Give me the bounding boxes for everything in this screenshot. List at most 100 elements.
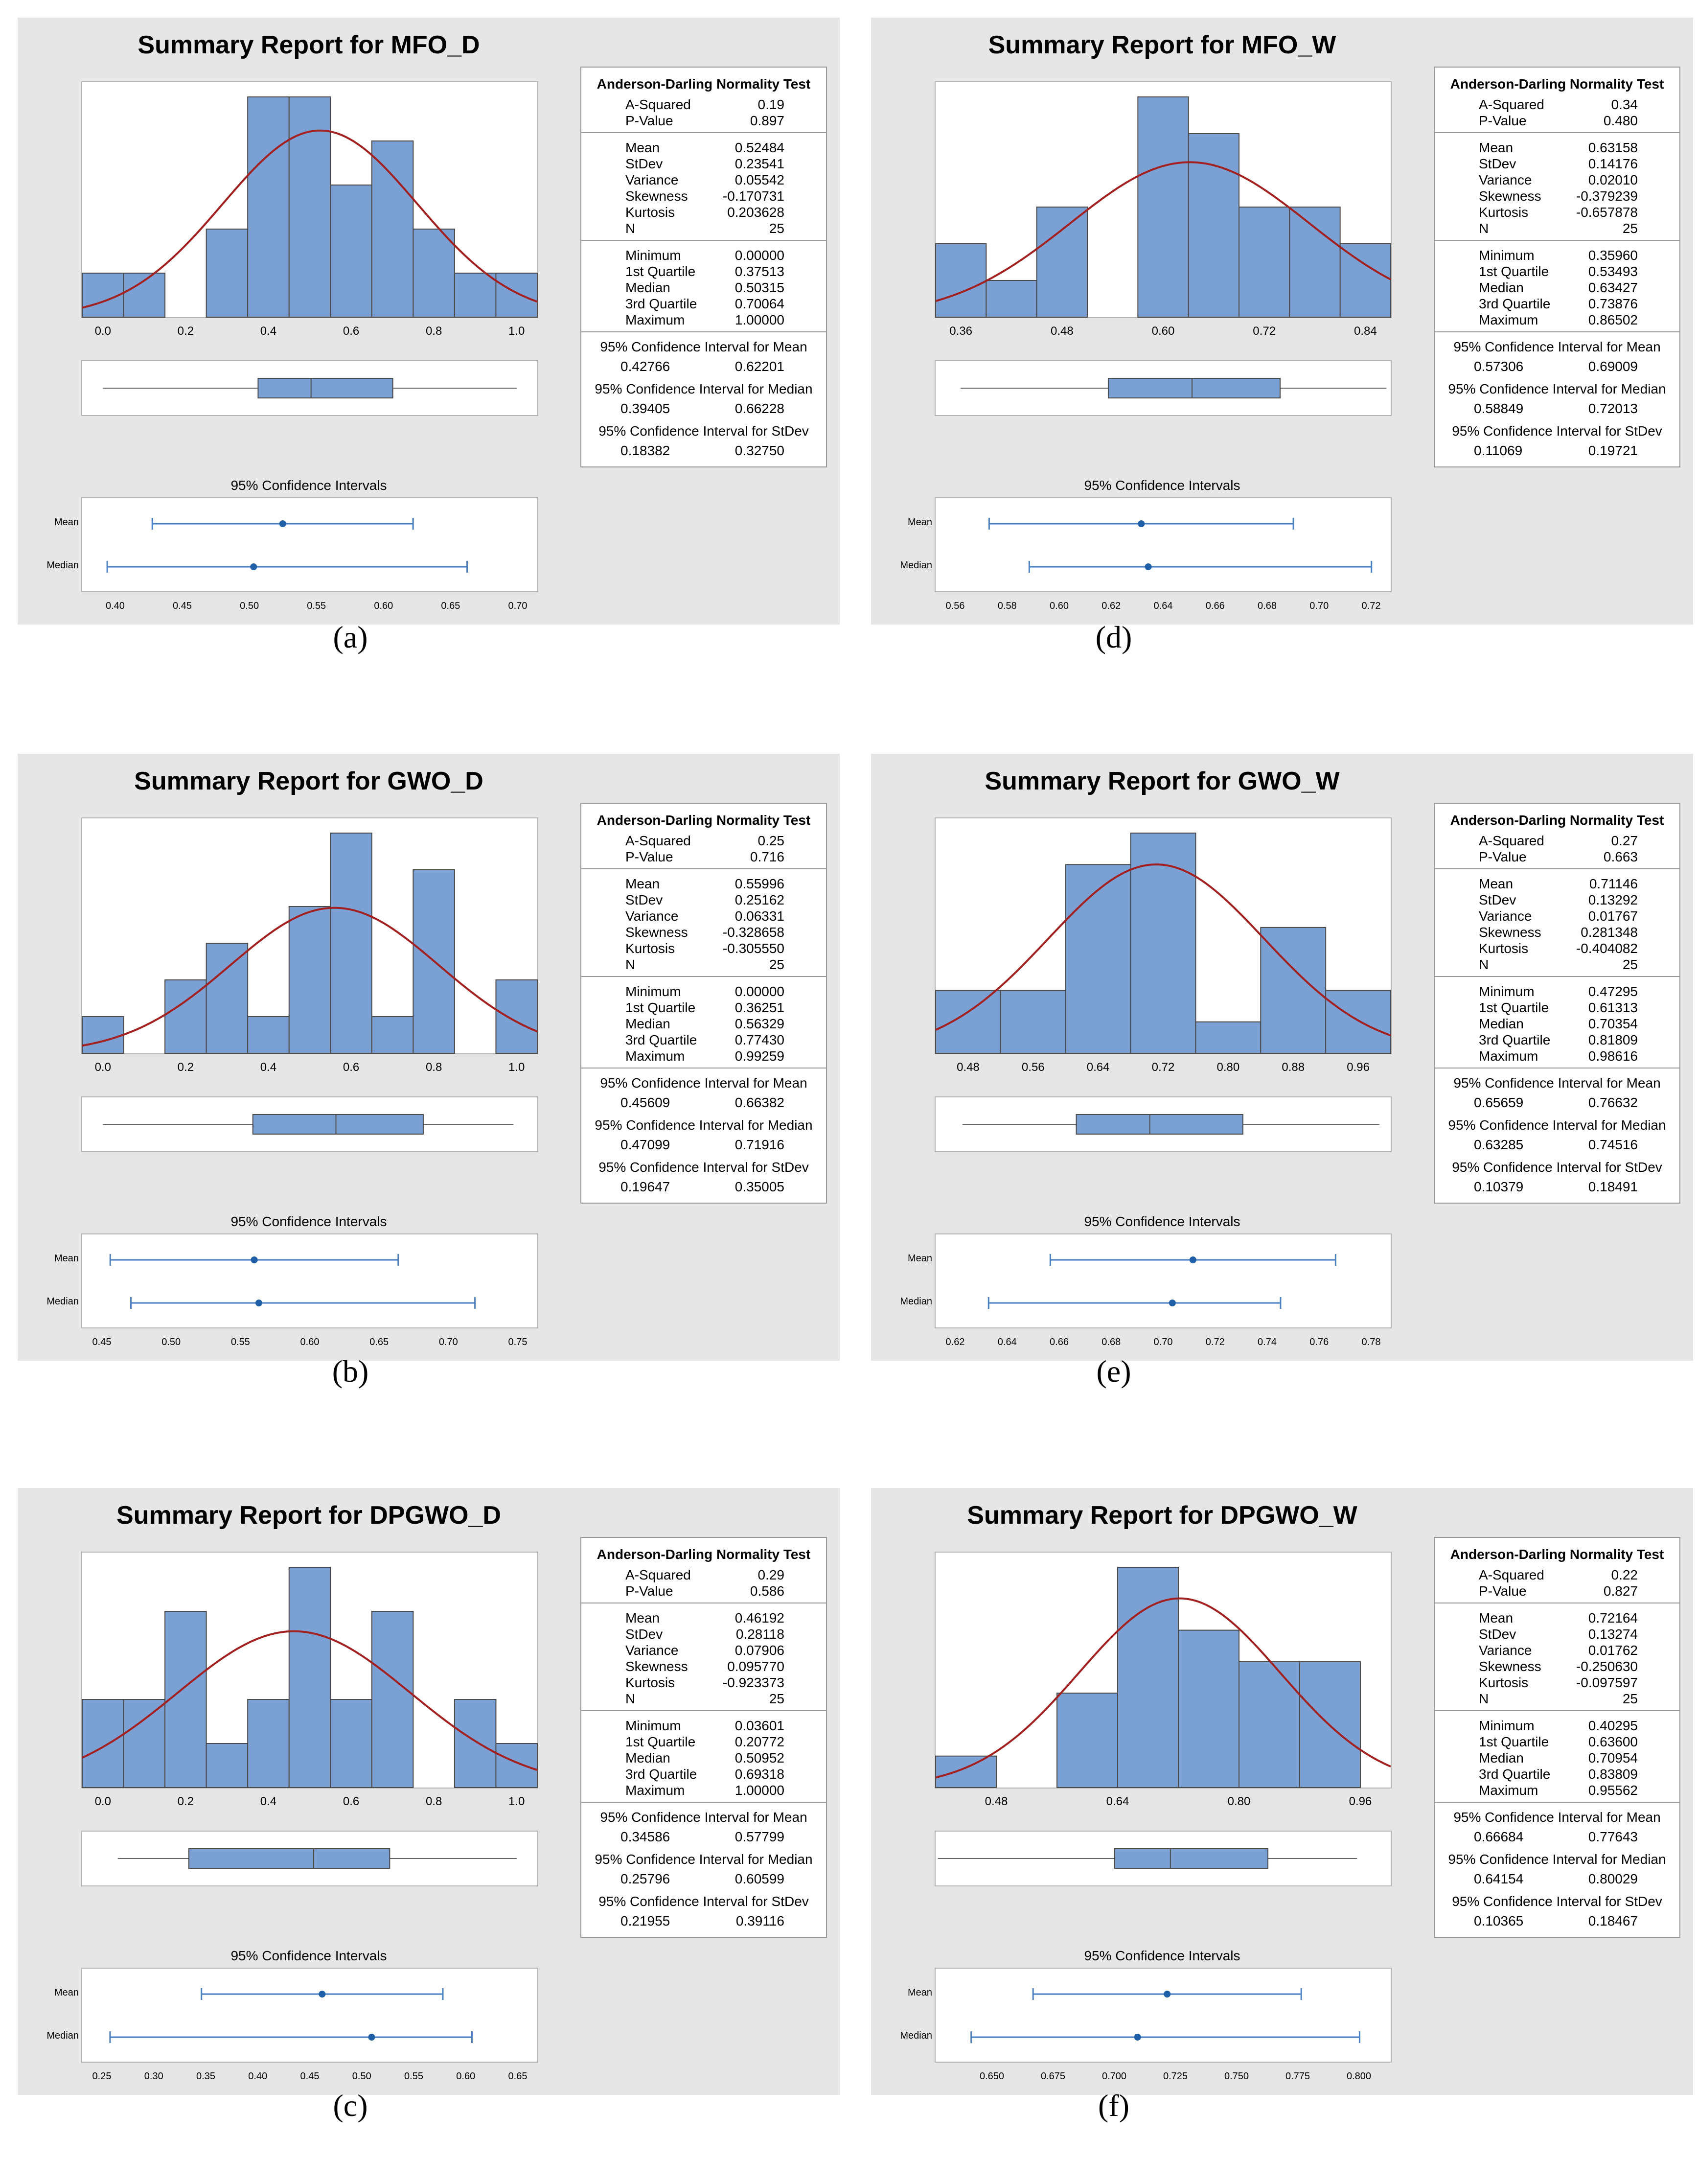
histogram-bar (1239, 207, 1290, 318)
ci-mean-title: 95% Confidence Interval for Mean (600, 339, 807, 354)
moment-row-label: StDev (1479, 156, 1516, 171)
panel-label: (e) (1096, 1354, 1131, 1389)
histogram-bar (247, 96, 290, 318)
moment-row-label: Mean (625, 1610, 660, 1626)
ci-tick-label: 0.30 (144, 2071, 163, 2082)
ci-tick-label: 0.70 (508, 601, 528, 611)
ci-point-mean (1138, 520, 1145, 527)
ci-mean-low: 0.57306 (1474, 359, 1524, 374)
histogram-bar (82, 1699, 124, 1788)
quartile-row-value: 0.03601 (734, 1718, 784, 1733)
histogram-bar (935, 243, 987, 318)
quartile-row-value: 0.63427 (1588, 280, 1638, 295)
ad-row-value: 0.663 (1603, 849, 1638, 864)
histogram-bar (1056, 1693, 1118, 1788)
ci-tick-label: 0.56 (946, 601, 965, 611)
quartile-row-value: 0.50315 (734, 280, 784, 295)
moment-row-value: 0.281348 (1581, 925, 1638, 940)
moment-row-value: 0.13292 (1588, 892, 1638, 907)
boxplot-box (1076, 1114, 1243, 1135)
quartile-row-label: Median (1479, 1750, 1524, 1766)
histogram-bar (206, 229, 249, 318)
boxplot (81, 1096, 538, 1152)
panel-label: (f) (1098, 2088, 1129, 2123)
ci-label-median: Median (900, 560, 932, 571)
histogram-tick-label: 0.6 (343, 1061, 359, 1074)
histogram-tick-label: 0.96 (1347, 1061, 1370, 1074)
ci-median-low: 0.63285 (1474, 1137, 1524, 1152)
ci-svg: 0.62 0.64 0.66 0.68 0.70 0.72 0.74 0.76 0.78 (946, 1254, 1380, 1348)
ci-stdev-low: 0.11069 (1474, 443, 1523, 458)
moment-row-value: 0.52484 (734, 140, 784, 155)
histogram-bar (1117, 1567, 1179, 1788)
quartile-row-value: 0.83809 (1588, 1766, 1638, 1782)
ad-row-label: P-Value (625, 113, 673, 128)
histogram-tick-label: 0.8 (426, 1795, 442, 1808)
moment-row-label: Kurtosis (1479, 205, 1529, 220)
ci-tick-label: 0.76 (1309, 1337, 1329, 1348)
moment-row-label: N (625, 221, 636, 236)
stats-divider (1435, 1802, 1679, 1803)
ci-tick-label: 0.66 (1050, 1337, 1069, 1348)
ci-stdev-high: 0.39116 (735, 1913, 784, 1928)
ci-stdev-title: 95% Confidence Interval for StDev (1452, 1894, 1662, 1909)
stats-divider (1435, 1068, 1679, 1069)
quartile-row-label: Maximum (625, 1783, 685, 1798)
ci-median-high: 0.71916 (734, 1137, 784, 1152)
histogram-plot: 0.0 0.2 0.4 0.6 0.8 1.0 (81, 817, 538, 1074)
ci-tick-label: 0.62 (1101, 601, 1121, 611)
histogram-tick-label: 1.0 (508, 325, 525, 338)
ad-row-value: 0.22 (1611, 1567, 1638, 1582)
moment-row-value: 25 (1622, 1691, 1638, 1706)
moment-row-value: 0.01762 (1588, 1643, 1638, 1658)
boxplot (935, 360, 1392, 416)
histogram-tick-label: 0.64 (1106, 1795, 1129, 1808)
ci-stdev-title: 95% Confidence Interval for StDev (1452, 1160, 1662, 1175)
quartile-row-value: 0.81809 (1588, 1032, 1638, 1047)
ci-median-title: 95% Confidence Interval for Median (1448, 381, 1666, 396)
ci-tick-label: 0.775 (1285, 2071, 1310, 2082)
quartile-row-value: 0.35960 (1588, 248, 1638, 263)
moment-row-value: 0.095770 (727, 1659, 784, 1674)
ad-row-label: A-Squared (1479, 833, 1544, 848)
summary-panel-c: Summary Report for DPGWO_D 0.0 0.2 0.4 0.6 0.… (18, 1488, 840, 2095)
normal-curve (935, 161, 1391, 302)
quartile-row-value: 0.47295 (1588, 984, 1638, 999)
ci-tick-label: 0.55 (307, 601, 326, 611)
ci-tick-label: 0.35 (196, 2071, 215, 2082)
histogram-bar (1299, 1661, 1361, 1788)
confidence-interval-plot: 0.25 0.30 0.35 0.40 0.45 0.50 0.55 0.60 0.65 (81, 1968, 538, 2082)
ci-svg: 0.45 0.50 0.55 0.60 0.65 0.70 0.75 (92, 1254, 527, 1348)
moment-row-value: -0.657878 (1576, 205, 1638, 220)
ci-label-median: Median (46, 2030, 79, 2041)
moment-row-label: Kurtosis (1479, 1675, 1529, 1690)
ci-point-mean (279, 520, 286, 527)
moment-row-label: N (625, 957, 636, 972)
panel-title: Summary Report for DPGWO_D (116, 1501, 501, 1530)
moment-row-value: 25 (769, 1691, 784, 1706)
quartile-row-label: Maximum (1479, 1783, 1538, 1798)
panel-title: Summary Report for DPGWO_W (967, 1501, 1357, 1530)
summary-panel-d: Summary Report for MFO_W 0.36 0.48 0.60 0.72… (871, 18, 1693, 625)
quartile-row-value: 0.40295 (1588, 1718, 1638, 1733)
ci-mean-low: 0.65659 (1474, 1095, 1524, 1110)
ci-point-median (1169, 1300, 1176, 1306)
ci-plot-title: 95% Confidence Intervals (230, 1948, 387, 1963)
moment-row-value: 0.07906 (734, 1643, 784, 1658)
ci-stdev-high: 0.35005 (734, 1179, 784, 1194)
summary-panel-b: Summary Report for GWO_D 0.0 0.2 0.4 0.6 0.8 1… (18, 754, 840, 1361)
histogram-bar (454, 273, 497, 318)
quartile-row-label: Median (625, 280, 670, 295)
quartile-row-value: 0.86502 (1588, 312, 1638, 327)
quartile-row-value: 0.53493 (1588, 264, 1638, 279)
histogram-bar (371, 1611, 414, 1788)
ad-row-value: 0.480 (1603, 113, 1638, 128)
histogram-plot: 0.0 0.2 0.4 0.6 0.8 1.0 (81, 1552, 538, 1808)
ci-tick-label: 0.60 (374, 601, 393, 611)
moment-row-label: Skewness (1479, 1659, 1541, 1674)
statistics-table: Anderson-Darling Normality Test A-Squared… (1434, 1537, 1680, 1938)
moment-row-label: Variance (1479, 172, 1532, 187)
histogram-svg: 0.48 0.64 0.80 0.96 (935, 1567, 1391, 1808)
ci-tick-label: 0.650 (980, 2071, 1004, 2082)
boxplot-svg (103, 1114, 514, 1135)
